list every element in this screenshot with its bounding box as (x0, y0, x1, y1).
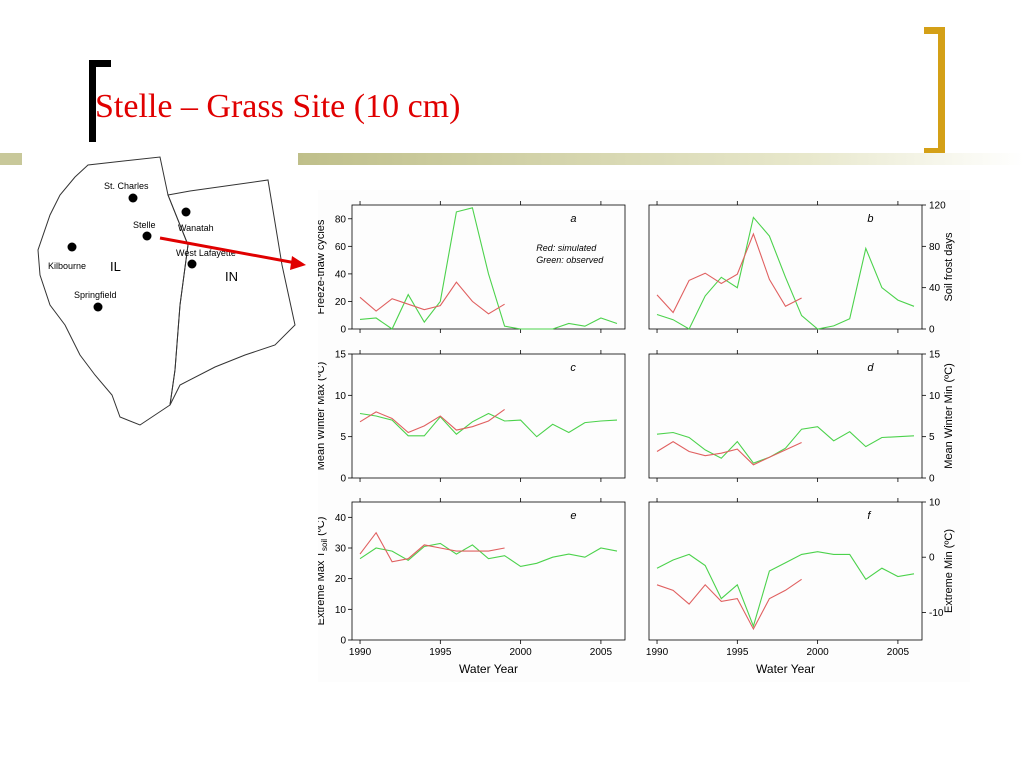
y-tick-label: 15 (929, 350, 941, 361)
x-tick-label: 1990 (349, 647, 372, 658)
y-axis-label: Extreme Min (ºC) (943, 529, 955, 613)
panel-letter: d (867, 362, 874, 374)
y-tick-label: 10 (929, 391, 941, 402)
panel-letter: b (867, 213, 873, 225)
site-map: St. Charles Stelle Wanatah West Lafayett… (37, 156, 306, 426)
series-line-simulated (656, 232, 802, 314)
site-label-kilbourne: Kilbourne (48, 261, 86, 271)
panel-letter: a (570, 213, 576, 225)
series-line-simulated (359, 408, 505, 434)
panel-f: -10 0 10 1990 1995 2000 2005 Water Year Extreme … (646, 498, 955, 677)
site-dot-west-lafayette (187, 259, 197, 269)
y-tick-label: 0 (929, 325, 935, 336)
panel-letter: c (570, 362, 576, 374)
y-tick-label: 40 (335, 513, 347, 524)
panel-e: 0 10 20 30 40 1990 1995 2000 2005 Water Year Extre… (318, 498, 626, 676)
x-tick-label: 2000 (509, 647, 532, 658)
panel-frame (648, 204, 923, 330)
panel-frame (648, 501, 923, 641)
x-tick-label: 2000 (806, 647, 829, 658)
series-line-observed (656, 426, 915, 464)
y-axis-label: Mean Winter Max (ºC) (318, 362, 327, 471)
y-axis-label: Freeze-thaw cycles (318, 219, 327, 314)
panel-frame (351, 353, 626, 479)
y-tick-label: 40 (929, 283, 941, 294)
y-tick-label: 0 (340, 474, 346, 485)
annotation-line: Red: simulated (536, 243, 597, 253)
x-tick-label: 1990 (646, 647, 669, 658)
x-tick-label: 1995 (429, 647, 452, 658)
y-tick-label: 80 (335, 214, 347, 225)
series-line-observed (359, 207, 618, 330)
y-tick-label: -10 (929, 608, 944, 619)
title-rule (298, 153, 1024, 165)
series-line-observed (359, 412, 618, 438)
y-tick-label: 60 (335, 242, 347, 253)
site-label-wanatah: Wanatah (178, 223, 214, 233)
panel-a: 0 20 40 60 80 Freeze-thaw cycles a Red: simulat… (318, 201, 626, 336)
state-label-in: IN (225, 269, 238, 284)
series-line-observed (656, 551, 915, 628)
right-bracket (924, 27, 948, 155)
x-axis-label: Water Year (459, 662, 518, 676)
y-axis-label: Extreme Max Tsoil (ºC) (318, 517, 329, 626)
state-label-il: IL (110, 259, 121, 274)
site-dot-wanatah (181, 207, 191, 217)
title-rule-left (0, 153, 22, 165)
panel-letter: e (570, 510, 576, 522)
y-tick-label: 80 (929, 242, 941, 253)
slide-title: Stelle – Grass Site (10 cm) (95, 88, 461, 125)
y-tick-label: 30 (335, 544, 347, 555)
panel-c: 0 5 10 15 Mean Winter Max (ºC) c (318, 350, 626, 485)
x-tick-label: 1995 (726, 647, 749, 658)
y-tick-label: 20 (335, 574, 347, 585)
site-arrow (159, 236, 297, 265)
series-line-simulated (656, 578, 802, 631)
y-axis-label: Mean Winter Min (ºC) (943, 363, 955, 468)
y-tick-label: 10 (335, 605, 347, 616)
site-arrow-head (290, 256, 306, 270)
series-line-observed (359, 542, 618, 567)
x-tick-label: 2005 (590, 647, 613, 658)
y-tick-label: 120 (929, 201, 946, 212)
site-label-springfield: Springfield (74, 290, 117, 300)
site-dot-kilbourne (67, 242, 77, 252)
y-tick-label: 0 (929, 553, 935, 564)
left-bracket (89, 60, 113, 142)
y-tick-label: 0 (340, 636, 346, 647)
y-tick-label: 5 (929, 432, 935, 443)
panel-frame (351, 204, 626, 330)
y-tick-label: 40 (335, 269, 347, 280)
y-tick-label: 5 (340, 432, 346, 443)
y-tick-label: 0 (929, 474, 935, 485)
x-axis-label: Water Year (756, 662, 815, 676)
site-label-stelle: Stelle (133, 220, 156, 230)
series-line-simulated (359, 281, 505, 315)
chart-background (318, 190, 970, 682)
indiana-outline (167, 179, 296, 406)
site-dot-st-charles (128, 193, 138, 203)
series-line-simulated (359, 531, 505, 563)
y-tick-label: 20 (335, 297, 347, 308)
site-label-st-charles: St. Charles (104, 181, 149, 191)
site-dot-stelle (142, 231, 152, 241)
series-line-simulated (656, 440, 802, 466)
panel-frame (648, 353, 923, 479)
site-dot-springfield (93, 302, 103, 312)
y-tick-label: 15 (335, 350, 347, 361)
chart-figure: 0 20 40 60 80 Freeze-thaw cycles a Red: simulat… (318, 190, 970, 682)
site-label-west-lafayette: West Lafayette (176, 248, 236, 258)
y-tick-label: 10 (335, 391, 347, 402)
y-axis-label: Soil frost days (943, 232, 955, 302)
y-tick-label: 10 (929, 498, 941, 509)
panel-b: 0 40 80 120 Soil frost days b (648, 201, 955, 336)
y-tick-label: 0 (340, 325, 346, 336)
panel-frame (351, 501, 626, 641)
series-line-observed (656, 216, 915, 330)
annotation-line: Green: observed (536, 255, 604, 265)
panel-letter: f (867, 510, 871, 522)
x-tick-label: 2005 (887, 647, 910, 658)
